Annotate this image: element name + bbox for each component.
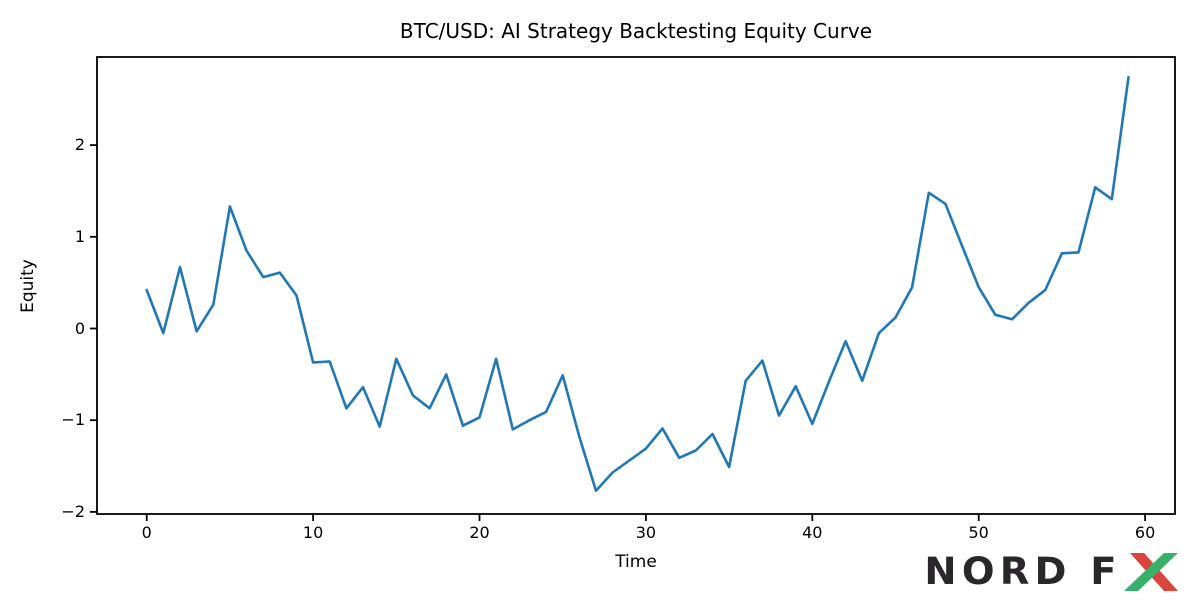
nordfx-logo-x-icon <box>1124 553 1178 591</box>
y-tick-label: 0 <box>74 318 85 338</box>
y-tick-label: −1 <box>61 410 85 430</box>
y-tick-label: 2 <box>74 135 85 155</box>
equity-curve-line <box>145 75 1130 493</box>
x-tick-label: 40 <box>802 523 823 542</box>
x-tick-label: 50 <box>968 523 989 542</box>
nordfx-logo: NORD F <box>925 551 1178 593</box>
y-tick-label: 1 <box>74 226 85 246</box>
x-tick-label: 0 <box>141 523 152 542</box>
y-tick-label: −2 <box>61 501 85 521</box>
x-tick-label: 30 <box>635 523 657 542</box>
x-axis-label: Time <box>615 552 657 572</box>
y-axis-label: Equity <box>18 259 38 313</box>
x-tick-label: 10 <box>302 523 324 542</box>
nordfx-logo-text: NORD F <box>924 550 1122 593</box>
logo-x-green-stroke <box>1124 553 1178 591</box>
plot-border <box>96 56 1176 515</box>
chart-title: BTC/USD: AI Strategy Backtesting Equity … <box>399 19 873 43</box>
x-tick-label: 20 <box>469 523 490 542</box>
x-tick-label: 60 <box>1134 523 1156 542</box>
tick-marks <box>90 144 1146 521</box>
